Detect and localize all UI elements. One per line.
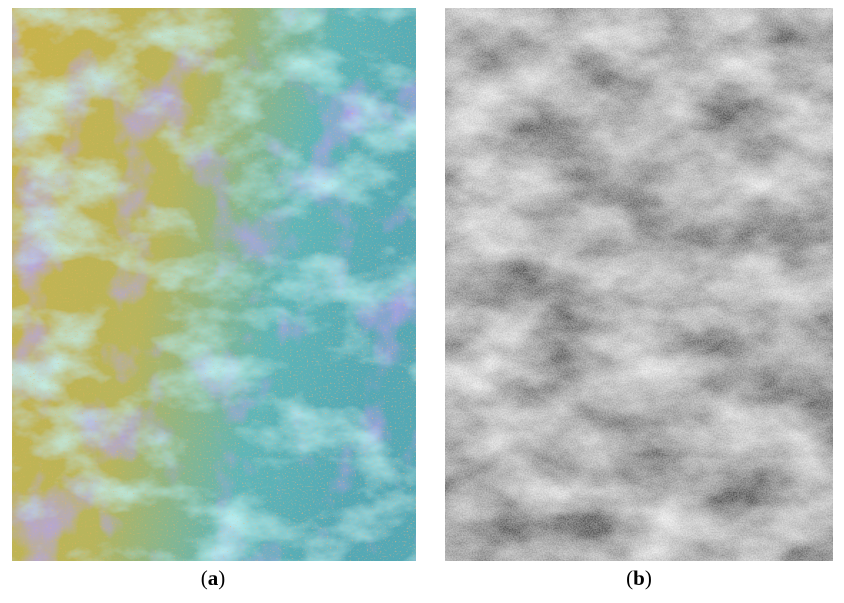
panel-b-caption: (b)	[579, 566, 699, 591]
letter: a	[208, 566, 219, 590]
paren: (	[201, 566, 208, 590]
figure: (a) (b) (() => { const data = JSON.parse…	[0, 0, 844, 603]
letter: b	[633, 566, 645, 590]
paren: )	[645, 566, 652, 590]
paren: )	[218, 566, 225, 590]
panel-b-image	[445, 8, 833, 561]
panel-a-image	[12, 8, 416, 561]
panel-a-caption: (a)	[153, 566, 273, 591]
